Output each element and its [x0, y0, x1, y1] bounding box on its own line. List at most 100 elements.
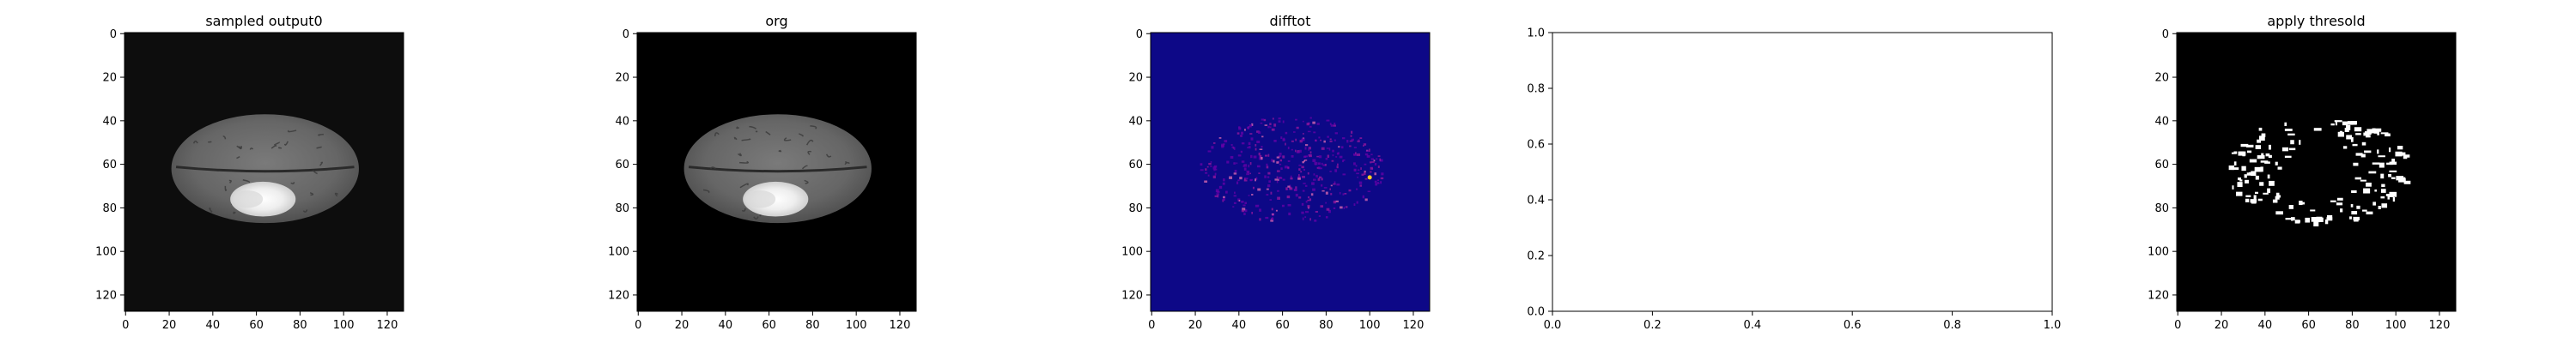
diff-pixel	[1337, 163, 1339, 165]
diff-pixel	[1295, 138, 1297, 141]
y-tick-label: 100	[95, 246, 117, 259]
diff-pixel	[1357, 153, 1361, 156]
diff-pixel	[1255, 147, 1257, 151]
mask-pixel	[2330, 123, 2335, 126]
sulcus	[278, 147, 283, 149]
image-area	[1552, 33, 2052, 311]
mask-pixel	[2360, 153, 2366, 158]
mask-pixel	[2389, 161, 2397, 165]
diff-pixel	[1260, 156, 1263, 160]
diff-pixel	[1332, 149, 1334, 153]
x-tick-label: 80	[2345, 319, 2360, 332]
axes-frame	[1150, 32, 1431, 312]
diff-pixel	[1358, 181, 1363, 184]
diff-pixel	[1334, 139, 1336, 141]
diff-pixel	[1273, 139, 1277, 142]
diff-pixel	[1276, 156, 1280, 159]
diff-pixel	[1309, 125, 1312, 128]
x-tick-label: 100	[2385, 319, 2407, 332]
y-tick-label: 80	[615, 202, 629, 215]
mask-pixel	[2364, 131, 2372, 135]
x-tick-label: 20	[675, 319, 690, 332]
mask-pixel	[2396, 176, 2404, 181]
diff-pixel	[1373, 159, 1376, 162]
x-tick-label: 80	[293, 319, 307, 332]
diff-pixel	[1340, 146, 1344, 149]
diff-pixel	[1364, 153, 1369, 156]
diff-pixel	[1331, 159, 1334, 162]
mask-pixel	[2351, 190, 2357, 193]
diff-pixel	[1239, 177, 1242, 180]
diff-pixel	[1359, 137, 1363, 140]
x-tick-label: 20	[2215, 319, 2229, 332]
mask-pixel	[2284, 155, 2292, 159]
sulcus	[224, 185, 228, 191]
mask-pixel	[2363, 188, 2371, 194]
mask-pixel	[2264, 161, 2270, 164]
diff-pixel	[1298, 164, 1302, 166]
diff-pixel	[1255, 178, 1256, 182]
diff-pixel	[1267, 153, 1270, 157]
mask-pixel	[2246, 150, 2252, 153]
diff-pixel	[1240, 150, 1242, 153]
mask-pixel	[2392, 197, 2396, 202]
panel-4: 0.0 0.2 0.4 0.6 0.8 1.0 0.0 0.2 0.4 0.6 0.8 1.0	[1527, 27, 2061, 333]
sulcus	[783, 137, 792, 141]
mask-pixel	[2231, 152, 2237, 154]
mask-pixel	[2284, 122, 2287, 127]
sulcus	[192, 140, 198, 144]
diff-pixel	[1255, 204, 1258, 208]
mask-pixel	[2267, 188, 2271, 193]
diff-pixel	[1328, 209, 1331, 214]
mask-pixel	[2268, 154, 2272, 159]
sulcus	[236, 156, 240, 159]
diff-pixel	[1241, 160, 1245, 163]
diff-pixel	[1278, 120, 1281, 123]
y-tick-label: 0	[623, 28, 629, 41]
panel-title: difftot	[1270, 13, 1311, 29]
mask-pixel	[2381, 184, 2385, 188]
diff-pixel	[1329, 140, 1333, 142]
mask-pixel	[2387, 195, 2390, 200]
diff-pixel	[1258, 157, 1262, 160]
brain-tissue	[683, 114, 872, 224]
mask-pixel	[2395, 151, 2403, 157]
diff-pixel	[1305, 211, 1309, 214]
mask-pixel	[2316, 216, 2323, 220]
mask-pixel	[2377, 149, 2379, 154]
diff-pixel	[1357, 140, 1360, 142]
diff-pixel	[1353, 203, 1356, 207]
diff-pixel	[1207, 174, 1210, 177]
diff-pixel	[1248, 141, 1251, 145]
diff-pixel	[1237, 179, 1240, 182]
x-tick-label: 40	[1232, 319, 1247, 332]
diff-pixel	[1238, 126, 1241, 129]
diff-pixel	[1290, 175, 1292, 178]
diff-pixel	[1288, 212, 1291, 216]
diff-pixel	[1336, 184, 1340, 186]
diff-pixel	[1217, 195, 1219, 198]
mask-pixel	[2389, 170, 2397, 172]
diff-pixel	[1297, 177, 1301, 180]
diff-pixel	[1343, 159, 1346, 161]
sulcus	[807, 150, 811, 155]
diff-pixel	[1215, 189, 1219, 192]
diff-pixel	[1246, 173, 1250, 176]
x-tick-label: 100	[333, 319, 355, 332]
diff-pixel	[1329, 188, 1331, 190]
diff-pixel	[1231, 146, 1234, 148]
diff-pixel	[1297, 176, 1301, 179]
sulcus	[799, 133, 804, 137]
diff-pixel	[1269, 199, 1273, 201]
y-tick-label: 40	[1128, 115, 1143, 128]
diff-pixel	[1286, 196, 1291, 199]
diff-pixel	[1374, 163, 1377, 165]
mask-pixel	[2380, 189, 2386, 193]
diff-pixel	[1317, 166, 1321, 170]
diff-pixel	[1330, 184, 1333, 187]
mask-pixel	[2355, 133, 2361, 135]
diff-pixel	[1349, 145, 1352, 147]
mask-pixel	[2349, 216, 2352, 220]
axes-frame	[636, 32, 917, 312]
diff-pixel	[1293, 131, 1296, 133]
